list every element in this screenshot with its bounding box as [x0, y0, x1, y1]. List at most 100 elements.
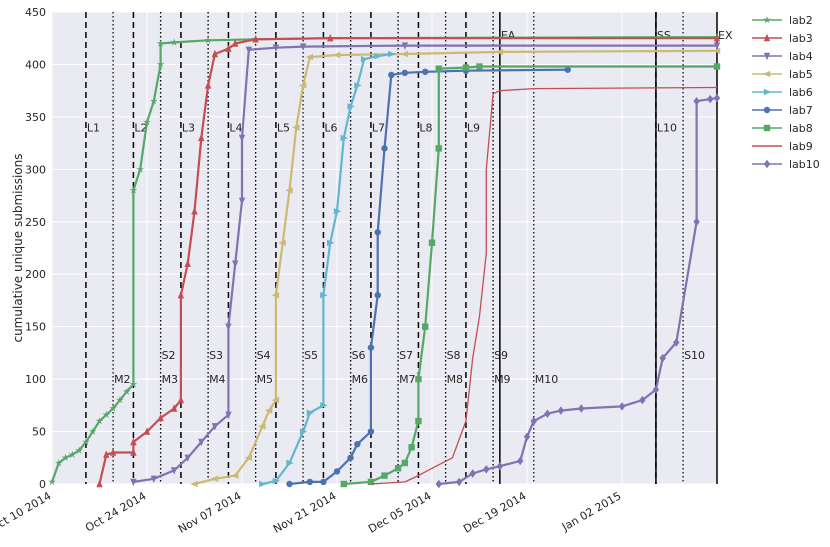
grid-layer	[51, 11, 717, 485]
data-point-lab3	[232, 39, 239, 47]
data-point-lab5	[244, 454, 252, 461]
annotation-label-m7: M7	[399, 373, 416, 386]
data-point-lab2	[143, 118, 151, 126]
data-point-lab10	[557, 406, 565, 415]
annotation-label-m5: M5	[257, 373, 274, 386]
series-lab2	[48, 33, 721, 486]
data-point-lab7	[333, 468, 341, 475]
series-lab7	[286, 66, 571, 488]
data-point-lab7	[374, 292, 381, 299]
data-point-lab5	[292, 124, 300, 131]
legend-label-lab8: lab8	[789, 122, 813, 135]
series-line-lab9	[370, 86, 718, 485]
data-point-lab6	[374, 52, 382, 60]
legend-label-lab7: lab7	[789, 104, 813, 117]
data-point-lab5	[258, 423, 266, 430]
annotation-label-l8: L8	[419, 121, 432, 134]
data-point-lab6	[333, 208, 342, 215]
data-point-lab5	[210, 475, 219, 482]
data-point-lab3	[177, 291, 185, 299]
data-point-lab2	[55, 459, 63, 467]
x-tick-label: Nov 07 2014	[176, 489, 244, 535]
legend-label-lab5: lab5	[789, 68, 813, 81]
series-lab6	[259, 50, 396, 488]
data-point-lab3	[96, 479, 103, 488]
series-lab9	[370, 86, 718, 485]
x-tick-label: Jan 02 2015	[559, 489, 623, 534]
y-tick-label: 250	[25, 216, 46, 229]
data-point-lab3	[225, 44, 232, 52]
data-point-lab6	[354, 82, 362, 89]
legend-label-lab9: lab9	[789, 140, 813, 153]
data-point-lab5	[305, 53, 314, 61]
data-point-lab3	[184, 259, 191, 267]
data-point-lab8	[394, 465, 402, 472]
data-point-lab7	[306, 478, 314, 486]
legend-label-lab3: lab3	[789, 32, 813, 45]
data-point-lab5	[271, 292, 280, 299]
annotation-label-l5: L5	[277, 121, 290, 134]
data-point-lab2	[122, 387, 131, 395]
annotation-label-l6: L6	[324, 121, 337, 134]
annotation-label-l3: L3	[182, 121, 195, 134]
legend-marker-lab2	[763, 16, 771, 24]
annotation-label-s2: S2	[162, 349, 176, 362]
annotation-label-m8: M8	[447, 373, 464, 386]
x-tick-label: Oct 10 2014	[0, 489, 54, 534]
data-point-lab2	[82, 438, 90, 446]
y-tick-label: 300	[25, 163, 46, 176]
legend-marker-lab3	[763, 33, 771, 42]
data-point-lab5	[495, 48, 504, 56]
data-point-lab10	[483, 465, 490, 474]
y-tick-label: 150	[25, 321, 46, 334]
data-point-lab4	[225, 411, 232, 419]
data-point-lab2	[88, 427, 97, 435]
legend-label-lab10: lab10	[789, 158, 820, 171]
data-point-lab7	[367, 344, 375, 351]
x-tick-label: Nov 21 2014	[271, 489, 339, 535]
legend-label-lab4: lab4	[789, 50, 813, 63]
data-point-lab7	[564, 66, 571, 73]
series-line-lab7	[289, 68, 568, 486]
data-point-lab5	[285, 187, 293, 194]
y-tick-label: 100	[25, 373, 46, 386]
data-point-lab6	[347, 103, 355, 110]
data-point-lab3	[143, 427, 151, 435]
data-point-lab7	[388, 71, 395, 79]
data-point-lab10	[713, 93, 721, 103]
data-point-lab2	[129, 380, 138, 388]
data-point-lab3	[130, 448, 137, 456]
data-point-lab10	[544, 409, 551, 418]
data-point-lab7	[381, 145, 388, 152]
annotation-label-s7: S7	[399, 349, 413, 362]
data-point-lab4	[198, 438, 205, 447]
data-point-lab7	[354, 440, 361, 448]
data-point-lab5	[271, 396, 280, 404]
series-layer	[48, 33, 721, 489]
annotation-label-s5: S5	[304, 349, 318, 362]
data-point-lab4	[150, 475, 157, 483]
data-point-lab4	[232, 260, 239, 268]
annotation-label-m10: M10	[535, 373, 559, 386]
annotation-label-m2: M2	[114, 373, 131, 386]
data-point-lab6	[286, 459, 294, 467]
data-point-lab10	[618, 402, 626, 411]
annotation-label-m9: M9	[494, 373, 511, 386]
data-point-lab7	[286, 480, 293, 488]
legend-marker-lab4	[763, 52, 771, 61]
data-point-lab2	[95, 417, 104, 425]
annotation-label-m3: M3	[162, 373, 179, 386]
data-point-lab3	[713, 34, 721, 42]
y-tick-label: 350	[25, 111, 46, 124]
annotation-label-ea: EA	[501, 29, 516, 42]
data-point-lab10	[455, 477, 463, 487]
data-point-lab10	[693, 217, 700, 226]
data-point-lab2	[61, 453, 70, 461]
annotation-label-l9: L9	[467, 121, 480, 134]
data-point-lab10	[652, 385, 660, 394]
data-point-lab6	[340, 134, 348, 142]
data-point-lab2	[156, 39, 165, 47]
data-point-lab2	[136, 165, 144, 173]
annotation-label-s4: S4	[257, 349, 271, 362]
